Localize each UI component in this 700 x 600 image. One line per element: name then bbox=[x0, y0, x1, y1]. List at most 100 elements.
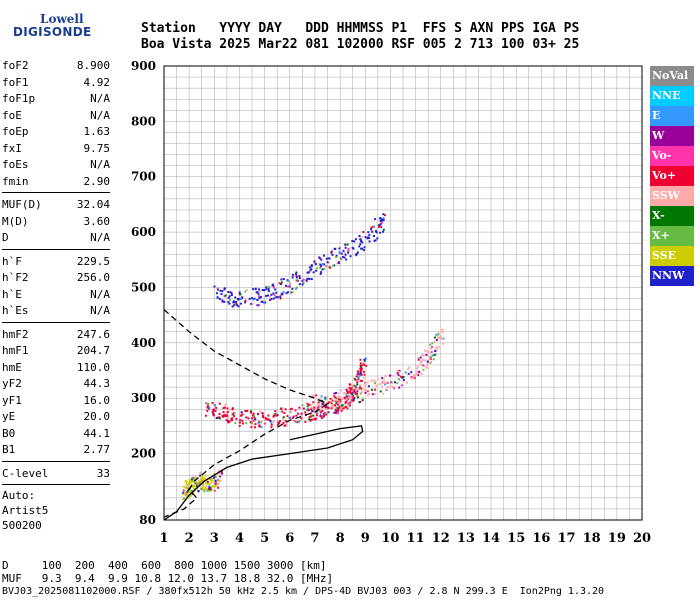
echo-point bbox=[437, 333, 440, 336]
echo-point bbox=[354, 386, 357, 389]
echo-point bbox=[228, 295, 231, 298]
param-row-yf1: yF1 16.0 bbox=[2, 393, 110, 410]
echo-point bbox=[364, 384, 367, 387]
echo-point bbox=[306, 402, 309, 405]
echo-point bbox=[396, 382, 399, 385]
echo-point bbox=[269, 420, 272, 423]
param-row-foes: foEs N/A bbox=[2, 157, 110, 174]
echo-point bbox=[406, 368, 409, 371]
x-tick-label: 19 bbox=[608, 531, 626, 546]
echo-point bbox=[357, 376, 360, 379]
echo-point bbox=[304, 420, 307, 423]
echo-point bbox=[316, 410, 319, 413]
echo-point bbox=[352, 398, 355, 401]
echo-point bbox=[373, 239, 376, 242]
echo-point bbox=[275, 414, 278, 417]
echo-point bbox=[398, 379, 401, 382]
echo-point bbox=[316, 407, 319, 410]
echo-point bbox=[291, 417, 294, 420]
echo-point bbox=[435, 346, 438, 349]
echo-point bbox=[268, 285, 271, 288]
legend-item-nnw: NNW bbox=[650, 265, 694, 286]
echo-point bbox=[278, 422, 281, 425]
param-row-hes: h`Es N/A bbox=[2, 303, 110, 320]
param-value: N/A bbox=[90, 92, 110, 105]
echo-point bbox=[359, 240, 362, 243]
echo-point bbox=[342, 407, 345, 410]
echo-point bbox=[360, 390, 363, 393]
echo-point bbox=[298, 277, 301, 280]
echo-point bbox=[319, 257, 322, 260]
echo-point bbox=[217, 416, 220, 419]
echo-point bbox=[223, 406, 226, 409]
echo-point bbox=[433, 354, 436, 357]
y-tick-label: 200 bbox=[131, 447, 156, 461]
echo-point bbox=[343, 251, 346, 254]
echo-point bbox=[308, 416, 311, 419]
echo-point bbox=[358, 235, 361, 238]
param-key: hmE bbox=[2, 360, 22, 374]
echo-point bbox=[189, 481, 192, 484]
echo-point bbox=[312, 271, 315, 274]
echo-point bbox=[234, 296, 237, 299]
param-separator bbox=[2, 321, 110, 323]
echo-point bbox=[360, 367, 363, 370]
echo-point bbox=[225, 413, 228, 416]
echo-point bbox=[239, 293, 242, 296]
echo-point bbox=[224, 294, 227, 297]
echo-point bbox=[214, 475, 217, 478]
echo-point bbox=[186, 491, 189, 494]
echo-point bbox=[227, 290, 230, 293]
echo-point bbox=[359, 371, 362, 374]
echo-point bbox=[350, 390, 353, 393]
param-value: N/A bbox=[90, 231, 110, 244]
echo-point bbox=[272, 420, 275, 423]
echo-point bbox=[274, 288, 277, 291]
echo-point bbox=[298, 274, 301, 277]
echo-point bbox=[187, 487, 190, 490]
echo-point bbox=[210, 481, 213, 484]
x-tick-label: 17 bbox=[557, 531, 575, 546]
echo-point bbox=[325, 398, 328, 401]
echo-point bbox=[320, 417, 323, 420]
param-row-hf2: h`F2 256.0 bbox=[2, 270, 110, 287]
echo-point bbox=[382, 381, 385, 384]
echo-point bbox=[336, 408, 339, 411]
echo-point bbox=[426, 360, 429, 363]
echo-point bbox=[270, 421, 273, 424]
echo-point bbox=[356, 381, 359, 384]
echo-point bbox=[269, 299, 272, 302]
echo-point bbox=[341, 398, 344, 401]
echo-point bbox=[217, 480, 220, 483]
echo-point bbox=[356, 370, 359, 373]
echo-point bbox=[211, 410, 214, 413]
x-tick-label: 11 bbox=[407, 531, 425, 546]
echo-point bbox=[283, 424, 286, 427]
echo-point bbox=[359, 384, 362, 387]
echo-point bbox=[210, 485, 213, 488]
echo-point bbox=[312, 401, 315, 404]
echo-point bbox=[244, 290, 247, 293]
echo-point bbox=[279, 295, 282, 298]
echo-point bbox=[435, 349, 438, 352]
x-tick-label: 7 bbox=[310, 531, 319, 546]
echo-point bbox=[381, 385, 384, 388]
echo-point bbox=[269, 295, 272, 298]
echo-point bbox=[430, 358, 433, 361]
echo-point bbox=[246, 409, 249, 412]
echo-point bbox=[344, 401, 347, 404]
echo-point bbox=[246, 288, 249, 291]
echo-point bbox=[183, 492, 186, 495]
echo-point bbox=[189, 494, 192, 497]
echo-point bbox=[344, 253, 347, 256]
echo-point bbox=[230, 292, 233, 295]
echo-point bbox=[422, 354, 425, 357]
echo-point bbox=[218, 417, 221, 420]
echo-point bbox=[226, 414, 229, 417]
echo-point bbox=[352, 394, 355, 397]
echo-point bbox=[338, 406, 341, 409]
echo-point bbox=[307, 409, 310, 412]
echo-point bbox=[355, 385, 358, 388]
x-tick-label: 15 bbox=[507, 531, 525, 546]
echo-point bbox=[287, 280, 290, 283]
